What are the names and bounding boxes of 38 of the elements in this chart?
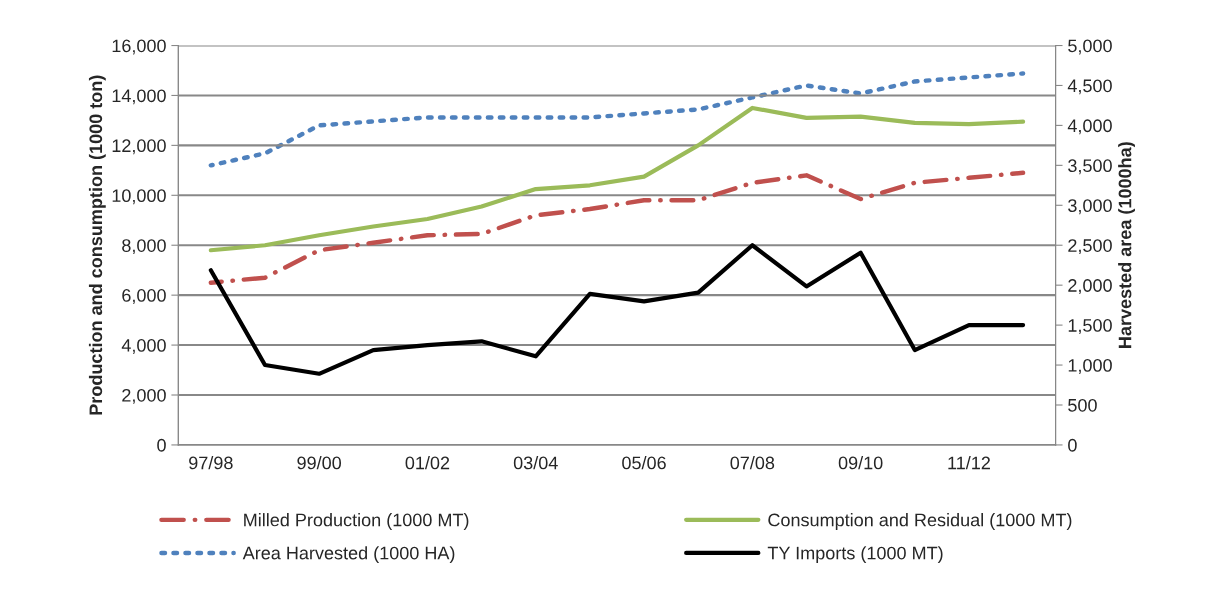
y2-tick-label: 4,500 [1067,79,1112,95]
y2-tick-label: 4,000 [1067,119,1112,135]
x-tick-label: 01/02 [405,456,450,470]
x-tick-label: 07/08 [730,456,775,470]
y2-tick-label: 2,000 [1068,279,1112,295]
y2-tick-label: 1,500 [1068,319,1112,334]
y2-tick-label: 5,000 [1068,39,1112,55]
y-tick-label: 4,000 [121,339,166,354]
line-series [208,105,1026,253]
y-tick-label: 0 [157,438,166,452]
y2-tick-label: 3,000 [1068,199,1112,215]
x-tick-label: 99/00 [297,456,342,470]
legend-label: TY Imports (1000 MT) [767,546,943,564]
legend-label: Area Harvested (1000 HA) [242,546,455,564]
x-tick-label: 03/04 [513,456,558,470]
legend-label: Consumption and Residual (1000 MT) [768,513,1072,530]
x-tick-label: 05/06 [622,456,666,470]
y-tick-label: 2,000 [122,388,166,404]
line-series [208,71,1026,168]
y-tick-label: 16,000 [112,39,166,55]
y-tick-label: 12,000 [112,139,166,155]
y2-tick-label: 1,000 [1068,358,1112,374]
line-series [208,243,1026,376]
x-tick-label: 09/10 [838,456,883,470]
line-series [208,170,1026,285]
y2-tick-label: 500 [1068,398,1097,412]
y2-tick-label: 3,500 [1068,159,1112,175]
x-tick-label: 11/12 [948,456,990,470]
y2-tick-label: 0 [1068,438,1077,452]
y2-axis-title: Harvested area (1000ha) [1118,142,1135,348]
y2-tick-label: 2,500 [1068,239,1112,255]
x-tick-label: 97/98 [189,456,233,470]
y-tick-label: 6,000 [122,289,166,305]
legend-label: Milled Production (1000 MT) [244,513,469,530]
y-tick-label: 14,000 [112,89,166,105]
y-tick-label: 10,000 [112,189,166,205]
y-tick-label: 8,000 [122,239,166,255]
y-axis-title: Production and consumption (1000 ton) [88,75,106,415]
